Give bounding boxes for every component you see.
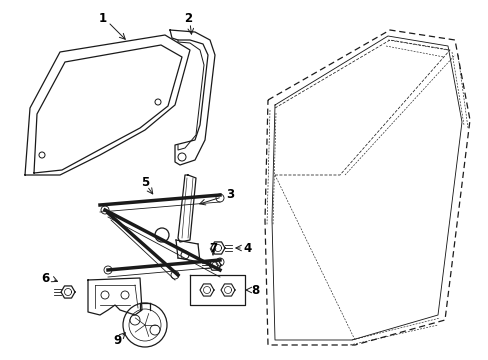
- Text: 1: 1: [99, 12, 107, 24]
- Text: 3: 3: [225, 189, 234, 202]
- Text: 7: 7: [208, 242, 217, 255]
- Text: 6: 6: [41, 271, 49, 284]
- Text: 9: 9: [114, 333, 122, 346]
- Text: 8: 8: [250, 284, 259, 297]
- Text: 5: 5: [141, 175, 149, 189]
- Text: 2: 2: [183, 12, 192, 24]
- Text: 4: 4: [244, 242, 252, 255]
